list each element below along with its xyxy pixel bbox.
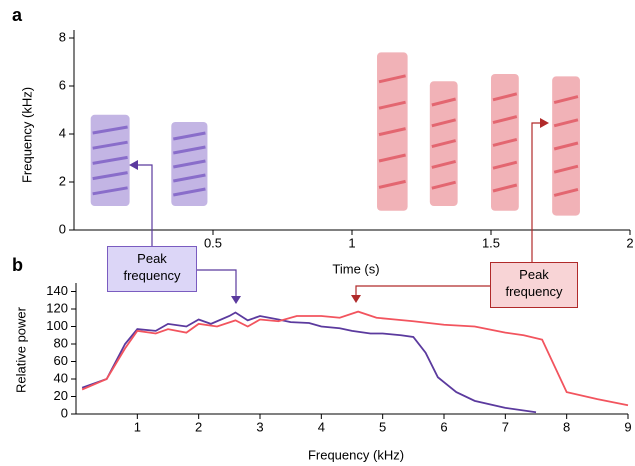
syllable — [491, 74, 519, 211]
x-tick-label: 2 — [626, 235, 633, 250]
x-tick-label: 1 — [348, 235, 355, 250]
harmonic — [431, 97, 457, 107]
y-tick-label: 100 — [46, 318, 68, 333]
y-tick-label: 140 — [46, 283, 68, 298]
power-line — [81, 311, 537, 414]
harmonic — [492, 92, 518, 102]
panel-label: a — [12, 5, 23, 25]
x-tick-label: 0.5 — [204, 235, 222, 250]
harmonic — [431, 118, 457, 128]
x-tick-label: 1 — [134, 419, 141, 434]
arrow — [136, 164, 153, 246]
harmonic — [378, 74, 406, 84]
harmonic — [173, 145, 206, 155]
x-tick-label: 5 — [379, 419, 386, 434]
harmonic — [553, 187, 579, 197]
x-axis-label: Frequency (kHz) — [308, 447, 404, 462]
arrow — [355, 285, 490, 297]
harmonic — [431, 139, 457, 149]
y-tick-label: 80 — [54, 335, 68, 350]
x-tick-label: 7 — [502, 419, 509, 434]
y-tick-label: 4 — [59, 125, 66, 140]
arrow — [197, 269, 237, 298]
arrow — [531, 122, 542, 262]
x-tick-label: 8 — [563, 419, 570, 434]
harmonic — [492, 160, 518, 170]
y-axis-label: Relative power — [13, 306, 28, 393]
syllable — [90, 114, 130, 206]
syllable — [171, 122, 208, 206]
y-axis-label: Frequency (kHz) — [19, 87, 34, 183]
y-tick-label: 2 — [59, 173, 66, 188]
harmonic — [553, 164, 579, 174]
y-tick-label: 20 — [54, 388, 68, 403]
x-tick-label: 2 — [195, 419, 202, 434]
harmonic — [492, 183, 518, 193]
arrowhead — [129, 160, 138, 170]
harmonic — [92, 140, 128, 150]
annotation-arrows — [129, 118, 549, 304]
harmonic — [553, 118, 579, 128]
harmonic — [378, 179, 406, 189]
x-tick-label: 9 — [624, 419, 631, 434]
syllable — [377, 52, 408, 211]
y-tick-label: 40 — [54, 370, 68, 385]
harmonic — [173, 173, 206, 183]
harmonic — [492, 137, 518, 147]
harmonic — [92, 125, 128, 135]
x-tick-label: 6 — [440, 419, 447, 434]
harmonic — [173, 159, 206, 169]
harmonic — [92, 155, 128, 165]
harmonic — [492, 115, 518, 125]
syllable — [552, 76, 580, 216]
harmonic — [553, 141, 579, 151]
arrowhead — [351, 295, 361, 303]
harmonic — [378, 127, 406, 137]
harmonic — [431, 180, 457, 190]
harmonic — [431, 159, 457, 169]
arrowhead — [231, 296, 241, 304]
harmonic — [92, 186, 128, 196]
syllable — [429, 81, 458, 206]
annotation: Peak frequency — [490, 262, 578, 308]
y-tick-label: 120 — [46, 300, 68, 315]
x-axis-label: Time (s) — [332, 261, 379, 276]
x-tick-label: 4 — [318, 419, 325, 434]
y-tick-label: 0 — [61, 405, 68, 420]
harmonic — [173, 131, 206, 141]
arrowhead — [540, 118, 549, 128]
panel-label: b — [12, 255, 23, 275]
harmonic — [553, 95, 579, 105]
x-tick-label: 3 — [256, 419, 263, 434]
y-tick-label: 8 — [59, 29, 66, 44]
y-tick-label: 6 — [59, 77, 66, 92]
y-tick-label: 0 — [59, 221, 66, 236]
annotation: Peak frequency — [107, 246, 197, 292]
harmonic — [92, 171, 128, 181]
power-line — [81, 310, 629, 407]
y-tick-label: 60 — [54, 353, 68, 368]
harmonic — [378, 153, 406, 163]
harmonic — [173, 187, 206, 197]
harmonic — [378, 100, 406, 110]
x-tick-label: 1.5 — [482, 235, 500, 250]
